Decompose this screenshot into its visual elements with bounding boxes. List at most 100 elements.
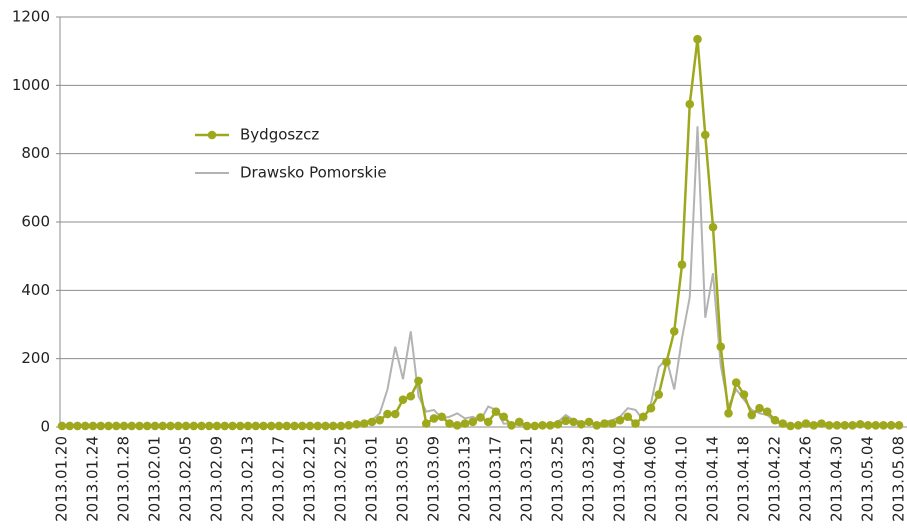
marker <box>383 409 392 419</box>
marker <box>173 421 183 431</box>
x-tick-label: 2013.02.21 <box>301 436 319 522</box>
marker <box>390 409 400 419</box>
marker <box>786 421 795 431</box>
x-tick-label: 2013.04.10 <box>673 436 691 522</box>
x-tick-label: 2013.04.14 <box>704 436 722 522</box>
x-tick-label: 2013.02.09 <box>208 436 226 522</box>
marker <box>460 419 470 428</box>
marker <box>514 417 524 427</box>
x-tick-label: 2013.02.01 <box>146 436 164 522</box>
marker <box>499 412 509 422</box>
marker <box>600 419 609 428</box>
marker <box>561 416 571 426</box>
x-tick-label: 2013.04.22 <box>766 436 784 522</box>
marker <box>840 420 850 430</box>
marker <box>747 410 757 420</box>
marker <box>189 421 199 431</box>
marker <box>662 357 671 367</box>
x-tick-label: 2013.03.17 <box>487 436 505 522</box>
marker <box>848 420 857 430</box>
marker <box>359 419 369 428</box>
marker <box>414 376 423 386</box>
x-tick-label: 2013.01.20 <box>53 436 71 522</box>
marker <box>553 419 563 429</box>
marker <box>871 420 881 430</box>
marker <box>677 260 687 270</box>
series-line <box>62 39 899 428</box>
y-tick-label: 0 <box>40 418 50 436</box>
marker <box>266 421 276 431</box>
marker <box>88 421 98 431</box>
x-tick-label: 2013.03.21 <box>518 436 536 522</box>
marker <box>445 419 454 428</box>
marker <box>894 420 904 430</box>
marker <box>235 421 245 431</box>
marker <box>197 421 206 431</box>
x-tick-label: 2013.03.09 <box>425 436 443 522</box>
x-tick-label: 2013.04.02 <box>611 436 629 522</box>
marker <box>321 421 330 431</box>
marker <box>569 417 578 427</box>
marker <box>96 421 106 431</box>
marker <box>545 420 555 430</box>
marker <box>57 421 67 431</box>
marker <box>855 419 865 429</box>
marker <box>739 390 749 399</box>
x-tick-label: 2013.02.05 <box>177 436 195 522</box>
marker <box>437 412 447 422</box>
x-tick-label: 2013.02.17 <box>270 436 288 522</box>
marker <box>243 421 253 431</box>
marker <box>135 421 144 431</box>
marker <box>104 421 113 431</box>
marker <box>731 378 741 387</box>
marker <box>228 421 237 431</box>
marker <box>693 34 702 44</box>
marker <box>65 421 75 431</box>
marker <box>142 421 152 431</box>
x-tick-label: 2013.04.26 <box>797 436 815 522</box>
marker <box>421 419 431 428</box>
marker <box>863 420 873 430</box>
marker <box>716 342 726 352</box>
marker <box>592 420 602 430</box>
marker <box>576 419 586 429</box>
marker <box>724 409 733 418</box>
marker <box>290 421 299 431</box>
marker <box>886 420 896 430</box>
marker <box>809 420 819 430</box>
marker <box>607 419 617 428</box>
marker <box>669 327 679 336</box>
marker <box>251 421 261 431</box>
x-tick-label: 2013.04.06 <box>642 436 660 522</box>
marker <box>111 421 121 431</box>
marker <box>700 130 710 140</box>
marker <box>778 419 788 428</box>
x-tick-label: 2013.01.24 <box>84 436 102 522</box>
marker <box>476 413 485 422</box>
marker <box>297 421 307 431</box>
marker <box>398 395 408 404</box>
marker <box>631 419 640 428</box>
y-tick-label: 800 <box>21 144 50 162</box>
marker <box>879 420 888 430</box>
y-tick-label: 400 <box>21 281 50 299</box>
marker <box>793 420 803 430</box>
marker <box>491 407 501 416</box>
marker <box>615 415 625 425</box>
marker <box>762 407 772 416</box>
marker <box>336 421 346 431</box>
marker <box>468 417 478 427</box>
marker <box>259 421 268 431</box>
marker <box>483 417 493 427</box>
marker <box>832 420 842 430</box>
marker <box>538 420 547 430</box>
y-tick-label: 600 <box>21 213 50 231</box>
legend-label: Bydgoszcz <box>240 126 319 144</box>
x-tick-label: 2013.02.13 <box>239 436 257 522</box>
marker <box>623 412 633 422</box>
marker <box>204 421 214 431</box>
marker <box>646 403 656 413</box>
x-tick-label: 2013.04.30 <box>828 436 846 522</box>
x-tick-label: 2013.04.18 <box>735 436 753 522</box>
